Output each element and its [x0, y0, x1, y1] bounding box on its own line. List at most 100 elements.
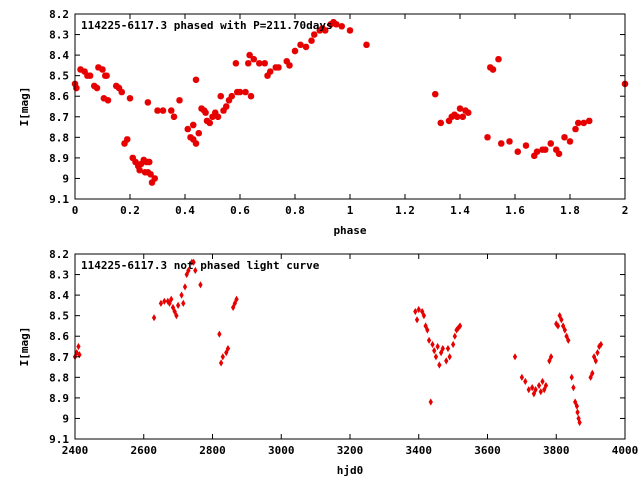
unphased-y-tick-label: 8.6 — [49, 330, 69, 343]
unphased-data-point — [232, 299, 237, 307]
phased-data-point — [445, 117, 453, 125]
unphased-x-tick-label: 2400 — [62, 444, 89, 457]
unphased-data-point — [560, 322, 566, 330]
phased-panel: 0 0.2 0.4 0.6 0.8 1 1.2 1.4 1.6 1.8 2 8.2 8.3 8.4 8.5 8… — [18, 8, 628, 237]
phased-data-point — [154, 107, 161, 114]
phased-data-point — [225, 97, 233, 104]
unphased-data-point — [435, 342, 440, 351]
phased-data-point — [264, 72, 271, 79]
phased-data-point — [316, 27, 323, 34]
phased-data-point — [330, 19, 337, 26]
phased-data-point — [103, 72, 110, 79]
unphased-data-point — [575, 408, 580, 416]
phased-data-point — [572, 125, 579, 133]
phased-data-point — [462, 107, 469, 114]
unphased-data-point — [577, 418, 582, 427]
phased-data-point — [228, 93, 235, 100]
phased-data-point — [484, 134, 491, 141]
unphased-data-point — [414, 316, 420, 324]
phased-data-point — [454, 113, 461, 120]
phased-data-point — [236, 88, 244, 96]
phased-data-point — [86, 72, 94, 79]
unphased-data-point — [543, 381, 549, 390]
phased-data-point — [198, 105, 205, 112]
unphased-panel: 2400 2600 2800 3000 3200 3400 3600 3800 4000 8.2 8… — [18, 248, 638, 477]
phased-data-point — [190, 121, 197, 129]
phased-data-point — [346, 27, 354, 34]
phased-y-tick-label: 9.1 — [49, 193, 69, 206]
unphased-data-point — [531, 390, 537, 398]
phased-data-point — [283, 58, 290, 65]
phased-x-tick-label: 2 — [622, 204, 629, 217]
phased-y-tick-label: 9 — [62, 172, 69, 185]
phased-data-point — [132, 158, 139, 166]
phased-data-point — [168, 107, 175, 114]
phased-data-point — [448, 113, 455, 120]
unphased-data-point — [423, 322, 428, 330]
unphased-data-point — [174, 312, 179, 320]
unphased-data-point — [186, 266, 191, 275]
phased-data-point — [246, 51, 253, 59]
phased-x-tick-label: 1.8 — [560, 204, 580, 217]
phased-data-point — [555, 150, 563, 157]
phased-data-point — [533, 148, 541, 155]
phased-x-tick-label: 1.6 — [505, 204, 525, 217]
unphased-data-point — [530, 384, 535, 392]
unphased-data-point — [426, 336, 432, 344]
phased-data-point — [192, 140, 200, 147]
unphased-y-tick-label: 8.7 — [49, 351, 69, 364]
unphased-data-point — [540, 377, 545, 386]
phased-data-point — [91, 82, 98, 90]
unphased-data-point — [548, 353, 554, 361]
unphased-data-point — [536, 381, 542, 390]
phased-data-point — [137, 160, 145, 168]
unphased-data-point — [428, 398, 433, 406]
phased-axis-ticks: 0 0.2 0.4 0.6 0.8 1 1.2 1.4 1.6 1.8 2 8.2 8.3 8.4 8.5 8… — [49, 8, 628, 217]
phased-data-point — [498, 140, 505, 147]
phased-data-point — [586, 117, 593, 125]
phased-x-tick-label: 0.8 — [285, 204, 305, 217]
unphased-data-point — [217, 330, 222, 338]
unphased-data-point — [571, 384, 576, 392]
phased-x-tick-label: 0.4 — [175, 204, 195, 217]
phased-data-point — [302, 43, 310, 51]
phased-data-point — [267, 68, 274, 75]
phased-y-tick-label: 8.3 — [49, 29, 69, 42]
phased-data-point — [202, 109, 209, 116]
phased-data-point — [209, 113, 216, 120]
phased-data-point — [95, 64, 102, 71]
unphased-y-tick-label: 8.8 — [49, 371, 69, 384]
unphased-data-point — [542, 386, 547, 394]
phased-data-point — [291, 47, 299, 55]
phased-y-tick-label: 8.4 — [49, 49, 69, 62]
phased-data-point — [333, 21, 340, 28]
unphased-data-point — [74, 349, 79, 357]
unphased-data-point — [438, 349, 444, 357]
unphased-data-point — [547, 357, 552, 365]
phased-data-point — [531, 152, 538, 160]
phased-data-point — [212, 109, 219, 116]
unphased-x-tick-label: 3400 — [406, 444, 433, 457]
unphased-data-point — [452, 332, 457, 340]
unphased-data-point — [588, 373, 593, 381]
unphased-x-tick-label: 3000 — [268, 444, 295, 457]
unphased-data-point — [225, 344, 231, 353]
unphased-data-point — [598, 340, 604, 349]
phased-x-tick-label: 0.6 — [230, 204, 250, 217]
unphased-data-point — [559, 316, 564, 324]
unphased-y-tick-label: 8.3 — [49, 269, 69, 282]
unphased-data-point — [562, 326, 567, 334]
phased-data-point — [113, 82, 120, 90]
phased-data-point — [151, 175, 158, 182]
phased-data-point — [297, 41, 304, 49]
unphased-y-tick-label: 8.9 — [49, 392, 69, 405]
unphased-data-point — [420, 307, 425, 316]
phased-data-point — [220, 107, 227, 114]
unphased-y-tick-label: 8.5 — [49, 310, 69, 323]
phased-x-tick-label: 1 — [347, 204, 354, 217]
phased-data-point — [184, 125, 191, 133]
unphased-data-point — [457, 322, 463, 330]
unphased-data-point — [76, 342, 81, 351]
phased-data-point — [99, 66, 106, 73]
phased-data-point — [319, 25, 326, 32]
